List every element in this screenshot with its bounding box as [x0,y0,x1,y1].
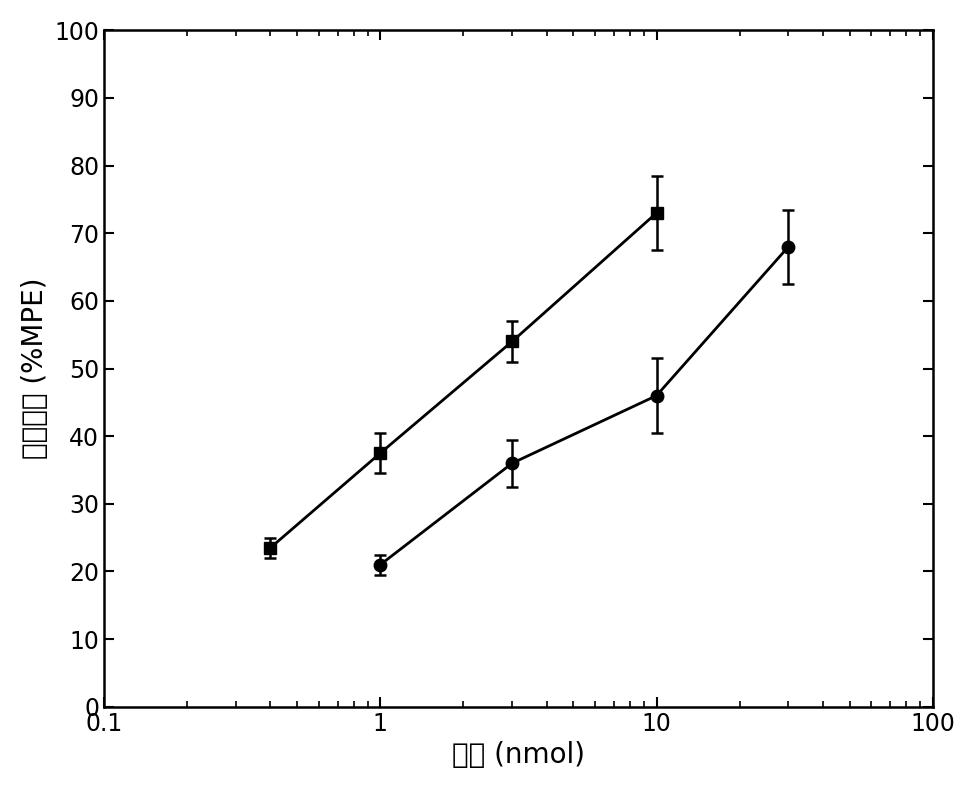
X-axis label: 劑量 (nmol): 劑量 (nmol) [452,741,585,769]
Y-axis label: 镇痛活性 (%MPE): 镇痛活性 (%MPE) [20,278,49,459]
